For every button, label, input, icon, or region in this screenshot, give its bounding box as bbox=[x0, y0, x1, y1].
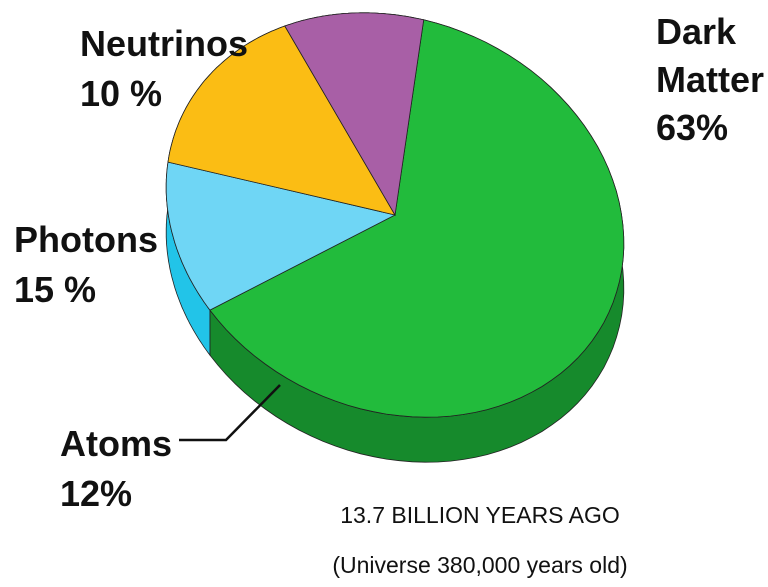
neutrinos-slice bbox=[284, 12, 425, 217]
dark-matter-label-line2: Matter bbox=[656, 59, 764, 100]
neutrinos-label: Neutrinos bbox=[80, 23, 248, 64]
photons-value: 15 % bbox=[14, 269, 96, 310]
atoms-leader-line bbox=[179, 384, 281, 442]
neutrinos-value: 10 % bbox=[80, 73, 162, 114]
atoms-value: 12% bbox=[60, 473, 132, 514]
dark-matter-slice bbox=[209, 19, 625, 418]
atoms-slice bbox=[165, 161, 397, 311]
pie-slices bbox=[165, 12, 625, 418]
dark-matter-label-line1: Dark bbox=[656, 11, 737, 52]
caption-line1: 13.7 BILLION YEARS AGO bbox=[340, 502, 620, 528]
photons-slice bbox=[167, 25, 396, 216]
atoms-label: Atoms bbox=[60, 423, 172, 464]
dark-matter-value: 63% bbox=[656, 107, 728, 148]
caption-line2: (Universe 380,000 years old) bbox=[332, 552, 627, 578]
photons-label: Photons bbox=[14, 219, 158, 260]
